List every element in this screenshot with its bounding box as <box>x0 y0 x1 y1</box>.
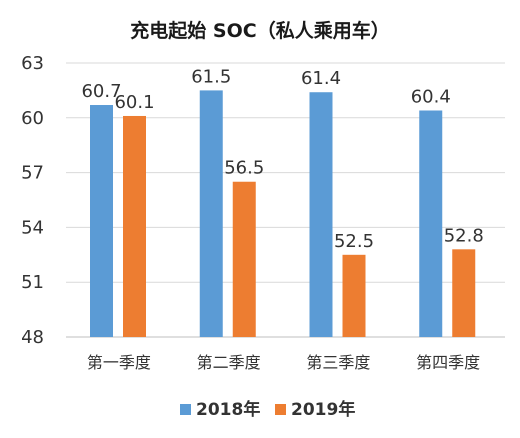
y-tick-label: 48 <box>21 327 44 348</box>
legend-swatch <box>275 404 286 415</box>
x-tick-label: 第四季度 <box>416 353 480 372</box>
data-label: 52.5 <box>334 231 374 252</box>
x-tick-label: 第一季度 <box>87 353 151 372</box>
data-label: 56.5 <box>224 158 264 179</box>
legend: 2018年 2019年 <box>180 399 355 420</box>
bar <box>123 115 146 338</box>
data-label: 61.4 <box>301 68 341 89</box>
data-label: 60.1 <box>114 92 154 113</box>
y-axis: 48 51 54 57 60 63 <box>21 53 44 348</box>
x-tick-label: 第三季度 <box>306 353 370 372</box>
bar <box>232 181 256 337</box>
y-tick-label: 54 <box>21 217 44 238</box>
bar <box>452 249 476 337</box>
y-tick-label: 63 <box>21 53 44 74</box>
bar <box>342 254 366 337</box>
bar <box>90 105 113 337</box>
x-tick-label: 第二季度 <box>197 353 261 372</box>
chart-title: 充电起始 SOC（私人乘用车） <box>130 19 389 42</box>
y-tick-label: 51 <box>21 272 44 293</box>
data-labels: 60.760.1 61.5 56.5 61.4 52.5 60.4 52.8 <box>81 66 483 251</box>
bar <box>309 92 333 337</box>
y-tick-label: 57 <box>21 163 44 184</box>
data-label: 60.4 <box>411 86 451 107</box>
bar <box>199 90 223 338</box>
bar <box>419 110 443 337</box>
data-label: 52.8 <box>444 225 484 246</box>
legend-label: 2018年 <box>196 399 260 420</box>
x-axis: 第一季度 第二季度 第三季度 第四季度 <box>87 353 480 372</box>
legend-swatch <box>180 404 191 415</box>
y-tick-label: 60 <box>21 108 44 129</box>
data-label: 60.7 <box>81 81 121 102</box>
data-label: 61.5 <box>191 66 231 87</box>
bars <box>90 90 476 338</box>
legend-label: 2019年 <box>291 399 355 420</box>
